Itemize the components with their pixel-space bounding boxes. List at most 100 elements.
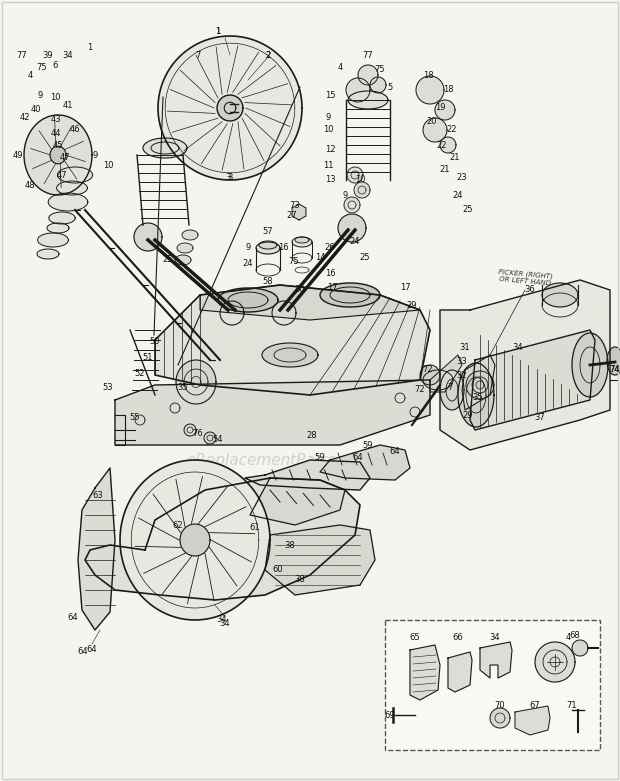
- Text: 65: 65: [410, 633, 420, 643]
- Text: 43: 43: [51, 116, 61, 124]
- Text: 41: 41: [63, 101, 73, 109]
- Text: 74: 74: [609, 366, 620, 375]
- Text: 71: 71: [567, 701, 577, 709]
- Text: 67: 67: [529, 701, 541, 709]
- Text: 64: 64: [390, 448, 401, 457]
- Text: 39: 39: [43, 51, 53, 59]
- Polygon shape: [176, 360, 216, 404]
- Text: 32: 32: [457, 370, 467, 380]
- Polygon shape: [423, 370, 453, 390]
- Text: 13: 13: [325, 176, 335, 184]
- Text: 21: 21: [440, 166, 450, 174]
- Text: 3: 3: [225, 173, 231, 183]
- Text: 20: 20: [427, 117, 437, 127]
- Text: 22: 22: [436, 141, 447, 149]
- Polygon shape: [420, 365, 440, 385]
- Text: 6: 6: [52, 60, 58, 70]
- Polygon shape: [182, 230, 198, 240]
- Text: 4: 4: [337, 63, 343, 73]
- Text: 45: 45: [53, 141, 63, 149]
- Polygon shape: [338, 214, 366, 242]
- Polygon shape: [38, 233, 68, 247]
- Polygon shape: [435, 100, 455, 120]
- Polygon shape: [358, 65, 378, 85]
- Text: 2: 2: [265, 51, 270, 59]
- Polygon shape: [607, 347, 620, 375]
- Text: 5: 5: [388, 84, 392, 92]
- Text: 48: 48: [25, 180, 35, 190]
- Polygon shape: [320, 283, 380, 307]
- Text: 77: 77: [363, 51, 373, 59]
- Text: 38: 38: [285, 540, 295, 550]
- Polygon shape: [470, 330, 595, 430]
- Text: 30: 30: [294, 286, 305, 294]
- Text: 34: 34: [63, 51, 73, 59]
- Text: 50: 50: [150, 337, 160, 347]
- Polygon shape: [440, 370, 464, 410]
- Polygon shape: [155, 285, 430, 395]
- Text: 3: 3: [228, 173, 232, 183]
- Polygon shape: [462, 355, 495, 410]
- Polygon shape: [217, 95, 243, 121]
- Text: 47: 47: [60, 154, 70, 162]
- Text: 58: 58: [263, 277, 273, 287]
- Polygon shape: [572, 640, 588, 656]
- Polygon shape: [440, 137, 456, 153]
- Text: 1: 1: [87, 44, 92, 52]
- Text: 31: 31: [459, 344, 471, 352]
- Text: 63: 63: [92, 490, 104, 500]
- Text: 22: 22: [447, 126, 458, 134]
- Polygon shape: [177, 243, 193, 253]
- Text: 9: 9: [342, 191, 348, 199]
- Polygon shape: [430, 355, 462, 392]
- Text: 35: 35: [472, 394, 484, 402]
- Polygon shape: [256, 242, 280, 254]
- Text: 64: 64: [353, 454, 363, 462]
- Text: 77: 77: [17, 51, 27, 59]
- Polygon shape: [295, 237, 309, 243]
- Polygon shape: [134, 223, 162, 251]
- Text: 26: 26: [325, 244, 335, 252]
- Polygon shape: [346, 78, 370, 102]
- Text: 60: 60: [273, 565, 283, 575]
- Text: 76: 76: [193, 429, 203, 437]
- Text: 21: 21: [450, 154, 460, 162]
- Text: 25: 25: [162, 255, 173, 265]
- Polygon shape: [85, 478, 360, 600]
- Text: 9: 9: [246, 244, 250, 252]
- Polygon shape: [47, 223, 69, 233]
- Text: 10: 10: [323, 126, 334, 134]
- Text: 23: 23: [457, 173, 467, 183]
- Text: 12: 12: [325, 145, 335, 155]
- Text: 25: 25: [463, 205, 473, 215]
- Text: 9: 9: [326, 113, 330, 123]
- Text: 17: 17: [400, 284, 410, 293]
- Polygon shape: [466, 371, 494, 399]
- Text: 1: 1: [215, 27, 221, 37]
- Text: PICKER (RIGHT)
OR LEFT HAND: PICKER (RIGHT) OR LEFT HAND: [497, 269, 553, 287]
- Text: 9: 9: [92, 151, 97, 159]
- Polygon shape: [48, 193, 88, 211]
- Polygon shape: [218, 288, 278, 312]
- Polygon shape: [458, 363, 494, 427]
- Text: 17: 17: [327, 284, 337, 293]
- Text: 42: 42: [20, 113, 30, 123]
- Polygon shape: [348, 91, 388, 109]
- Text: 54: 54: [213, 436, 223, 444]
- Polygon shape: [158, 36, 302, 180]
- Text: 44: 44: [51, 129, 61, 137]
- Text: 64: 64: [68, 614, 78, 622]
- Polygon shape: [49, 212, 75, 224]
- Polygon shape: [448, 652, 472, 692]
- Polygon shape: [480, 642, 512, 678]
- Text: 27: 27: [286, 211, 298, 219]
- Polygon shape: [535, 642, 575, 682]
- Text: 29: 29: [463, 411, 473, 419]
- Text: 4: 4: [565, 633, 570, 643]
- Polygon shape: [56, 181, 87, 195]
- Text: 38: 38: [294, 576, 306, 584]
- Text: 16: 16: [325, 269, 335, 277]
- Text: eReplacementParts.com: eReplacementParts.com: [187, 452, 373, 468]
- Polygon shape: [292, 237, 312, 247]
- Text: 52: 52: [135, 369, 145, 377]
